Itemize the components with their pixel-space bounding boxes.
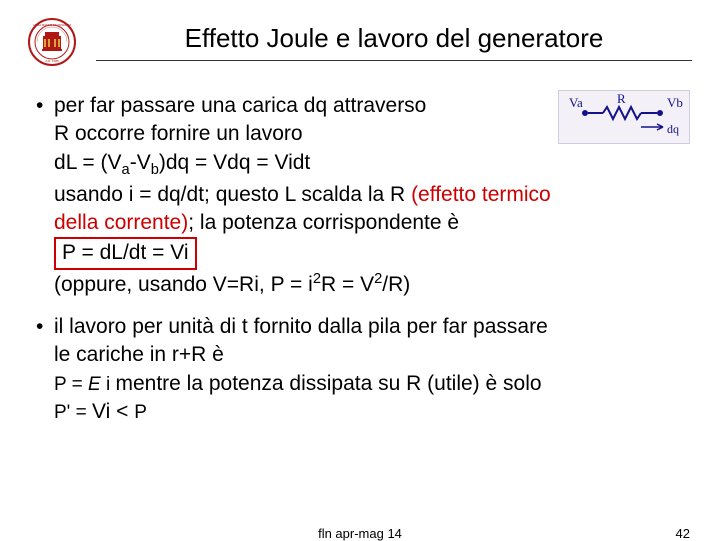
text: -V bbox=[130, 151, 151, 174]
text: P bbox=[62, 241, 76, 264]
text: d bbox=[54, 151, 66, 174]
text: le cariche in r+R è bbox=[54, 343, 224, 366]
text: R occorre fornire un lavoro bbox=[54, 122, 303, 145]
svg-text:ALMA MATER STUDIORUM: ALMA MATER STUDIORUM bbox=[33, 23, 72, 27]
text: L bbox=[66, 151, 77, 174]
text: P' bbox=[54, 402, 70, 423]
text: R = V bbox=[321, 273, 374, 296]
subscript: a bbox=[122, 162, 130, 178]
text: scalda la R bbox=[296, 183, 412, 206]
diagram-label-dq: dq bbox=[667, 122, 679, 136]
footer-center-text: fln apr-mag 14 bbox=[318, 526, 402, 541]
text: i bbox=[106, 374, 110, 395]
text: )dq = Vdq = Vidt bbox=[159, 151, 310, 174]
bullet-1: • Va R Vb dq per far passare una carica bbox=[36, 92, 684, 299]
bullet-marker: • bbox=[36, 313, 54, 426]
slide-number: 42 bbox=[676, 526, 690, 541]
text: mentre la potenza dissipata su R (utile)… bbox=[115, 372, 541, 395]
text: P bbox=[134, 402, 147, 423]
svg-text:A.D. 1088: A.D. 1088 bbox=[45, 59, 59, 63]
text: = bbox=[70, 402, 92, 423]
text: = bbox=[66, 374, 88, 395]
text-red: della corrente) bbox=[54, 211, 188, 234]
text: /R) bbox=[382, 273, 410, 296]
diagram-label-r: R bbox=[617, 91, 626, 106]
text: /dt = Vi bbox=[123, 241, 189, 264]
text: il lavoro per unità di t fornito dalla p… bbox=[54, 315, 548, 338]
slide-content: • Va R Vb dq per far passare una carica bbox=[0, 74, 720, 426]
formula-line: P' = bbox=[54, 402, 92, 423]
formula-line: P = E i bbox=[54, 374, 115, 395]
text: = (V bbox=[77, 151, 122, 174]
bullet-2: • il lavoro per unità di t fornito dalla… bbox=[36, 313, 684, 426]
text: (oppure, usando V=Ri, bbox=[54, 273, 271, 296]
subscript: b bbox=[151, 162, 159, 178]
diagram-label-vb: Vb bbox=[667, 95, 683, 110]
text: P bbox=[54, 374, 66, 395]
text: ; la potenza corrispondente è bbox=[188, 211, 459, 234]
diagram-label-va: Va bbox=[569, 95, 583, 110]
text: = d bbox=[76, 241, 112, 264]
text: E bbox=[88, 374, 101, 395]
text: P bbox=[271, 273, 285, 296]
text: per far passare una carica dq attraverso bbox=[54, 94, 426, 117]
slide-title: Effetto Joule e lavoro del generatore bbox=[96, 23, 692, 61]
text: Vi < bbox=[92, 400, 134, 423]
text: L bbox=[285, 183, 296, 206]
text-red: (effetto termico bbox=[411, 183, 551, 206]
superscript: 2 bbox=[313, 271, 321, 287]
circuit-diagram: Va R Vb dq bbox=[558, 90, 690, 144]
university-seal-logo: ALMA MATER STUDIORUM A.D. 1088 bbox=[28, 18, 76, 66]
text: = bbox=[284, 273, 308, 296]
bullet-marker: • bbox=[36, 92, 54, 299]
boxed-formula: P = dL/dt = Vi bbox=[54, 237, 197, 269]
text: usando i = dq/dt; questo bbox=[54, 183, 285, 206]
text: L bbox=[111, 241, 123, 264]
